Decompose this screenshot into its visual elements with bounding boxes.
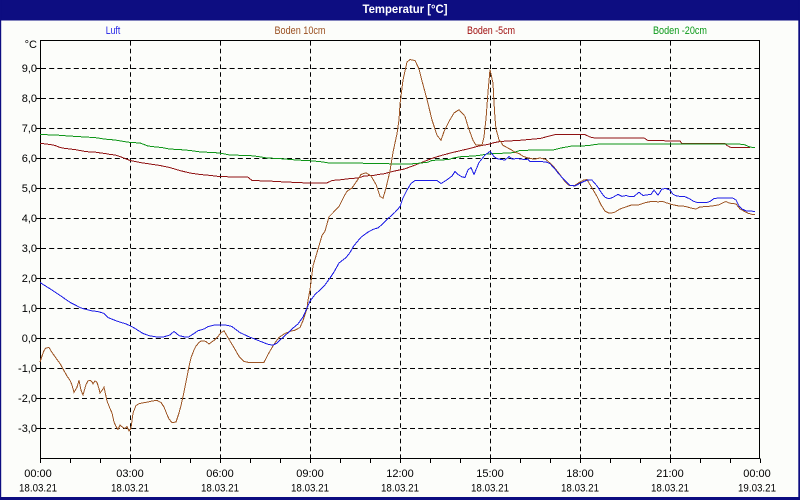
svg-text:Luft: Luft: [106, 25, 121, 37]
svg-text:00:00: 00:00: [743, 468, 771, 480]
svg-text:Temperatur [°C]: Temperatur [°C]: [363, 4, 448, 16]
svg-text:18.03.21: 18.03.21: [381, 483, 419, 495]
svg-text:6,0: 6,0: [22, 153, 37, 165]
svg-text:00:00: 00:00: [24, 468, 52, 480]
svg-text:18.03.21: 18.03.21: [201, 483, 239, 495]
svg-text:15:00: 15:00: [476, 468, 504, 480]
svg-text:2,0: 2,0: [22, 273, 37, 285]
svg-text:18.03.21: 18.03.21: [111, 483, 149, 495]
svg-text:7,0: 7,0: [22, 123, 37, 135]
svg-text:21:00: 21:00: [656, 468, 684, 480]
svg-text:18:00: 18:00: [566, 468, 594, 480]
svg-text:03:00: 03:00: [116, 468, 144, 480]
svg-text:3,0: 3,0: [22, 243, 37, 255]
svg-text:18.03.21: 18.03.21: [291, 483, 329, 495]
svg-text:18.03.21: 18.03.21: [561, 483, 599, 495]
svg-text:-1,0: -1,0: [18, 363, 37, 375]
svg-text:12:00: 12:00: [386, 468, 414, 480]
svg-text:0,0: 0,0: [22, 333, 37, 345]
svg-text:Boden -5cm: Boden -5cm: [467, 25, 515, 37]
svg-text:°C: °C: [25, 39, 37, 51]
svg-text:4,0: 4,0: [22, 213, 37, 225]
svg-text:Boden 10cm: Boden 10cm: [275, 25, 326, 37]
svg-text:Boden -20cm: Boden -20cm: [653, 25, 707, 37]
svg-text:-2,0: -2,0: [18, 393, 37, 405]
svg-text:-3,0: -3,0: [18, 423, 37, 435]
svg-text:8,0: 8,0: [22, 93, 37, 105]
svg-text:9,0: 9,0: [22, 63, 37, 75]
svg-text:18.03.21: 18.03.21: [19, 483, 57, 495]
svg-text:09:00: 09:00: [296, 468, 324, 480]
svg-text:06:00: 06:00: [206, 468, 234, 480]
svg-text:19.03.21: 19.03.21: [738, 483, 776, 495]
svg-text:18.03.21: 18.03.21: [471, 483, 509, 495]
svg-text:5,0: 5,0: [22, 183, 37, 195]
svg-text:18.03.21: 18.03.21: [651, 483, 689, 495]
svg-text:1,0: 1,0: [22, 303, 37, 315]
